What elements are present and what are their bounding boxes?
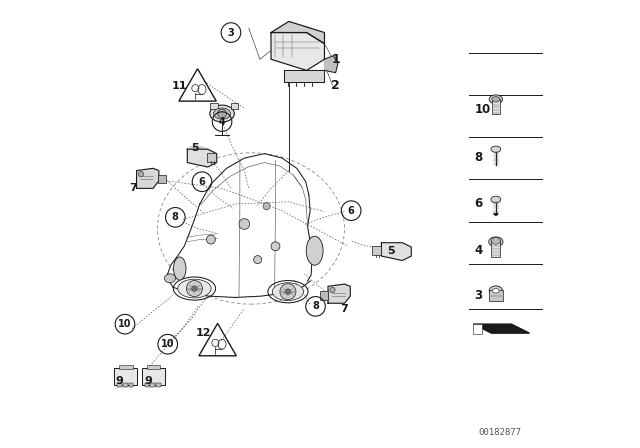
Polygon shape — [271, 22, 324, 44]
FancyBboxPatch shape — [142, 368, 165, 385]
Ellipse shape — [491, 196, 500, 203]
Text: 9: 9 — [145, 376, 152, 386]
Ellipse shape — [164, 274, 175, 283]
FancyBboxPatch shape — [156, 383, 161, 387]
Text: 6: 6 — [348, 206, 355, 215]
Text: 9: 9 — [116, 376, 124, 386]
Text: 8: 8 — [312, 302, 319, 311]
Text: 4: 4 — [474, 244, 483, 257]
FancyBboxPatch shape — [115, 368, 138, 385]
Ellipse shape — [493, 289, 499, 293]
Ellipse shape — [489, 237, 503, 247]
FancyBboxPatch shape — [207, 153, 216, 162]
FancyBboxPatch shape — [145, 383, 150, 387]
FancyBboxPatch shape — [117, 383, 122, 387]
FancyBboxPatch shape — [129, 383, 134, 387]
Text: 3: 3 — [474, 289, 483, 302]
Text: 7: 7 — [340, 304, 348, 314]
FancyBboxPatch shape — [211, 103, 218, 109]
Text: 00182877: 00182877 — [479, 428, 522, 437]
Text: 10: 10 — [161, 339, 175, 349]
Ellipse shape — [210, 105, 234, 122]
Polygon shape — [271, 33, 324, 70]
Ellipse shape — [173, 257, 186, 280]
Text: 5: 5 — [191, 143, 199, 153]
Circle shape — [263, 202, 270, 210]
Text: 8: 8 — [474, 151, 483, 164]
Text: 10: 10 — [474, 103, 491, 116]
Text: 7: 7 — [129, 183, 137, 194]
Circle shape — [138, 172, 144, 177]
Circle shape — [186, 280, 202, 297]
Circle shape — [280, 284, 296, 300]
Circle shape — [330, 287, 335, 293]
Polygon shape — [381, 243, 412, 260]
Polygon shape — [136, 168, 159, 188]
FancyBboxPatch shape — [372, 246, 381, 255]
FancyBboxPatch shape — [492, 99, 500, 114]
FancyBboxPatch shape — [119, 365, 132, 369]
Text: 4: 4 — [219, 116, 225, 127]
Text: 8: 8 — [172, 212, 179, 222]
Polygon shape — [324, 56, 338, 73]
Circle shape — [239, 219, 250, 229]
FancyBboxPatch shape — [230, 103, 238, 109]
FancyBboxPatch shape — [489, 290, 502, 301]
Ellipse shape — [273, 283, 303, 301]
Text: 3: 3 — [228, 28, 234, 38]
Circle shape — [207, 235, 216, 244]
Text: 12: 12 — [196, 328, 211, 338]
FancyBboxPatch shape — [473, 324, 482, 333]
Polygon shape — [284, 70, 324, 82]
FancyBboxPatch shape — [150, 383, 156, 387]
Polygon shape — [328, 284, 350, 303]
Polygon shape — [474, 324, 529, 333]
Polygon shape — [188, 145, 208, 149]
Polygon shape — [493, 214, 498, 215]
Text: 10: 10 — [118, 319, 132, 329]
Text: 6: 6 — [474, 198, 483, 211]
Text: 6: 6 — [198, 177, 205, 187]
Text: 2: 2 — [332, 79, 340, 92]
Circle shape — [271, 242, 280, 251]
Polygon shape — [188, 149, 217, 167]
Ellipse shape — [492, 237, 500, 244]
FancyBboxPatch shape — [123, 383, 127, 387]
Circle shape — [285, 289, 291, 294]
FancyBboxPatch shape — [147, 365, 160, 369]
Ellipse shape — [214, 108, 230, 119]
FancyBboxPatch shape — [321, 291, 328, 300]
Ellipse shape — [178, 279, 211, 298]
Text: 1: 1 — [332, 53, 340, 66]
Text: 5: 5 — [387, 246, 395, 256]
FancyBboxPatch shape — [158, 175, 166, 184]
Ellipse shape — [489, 286, 502, 296]
Ellipse shape — [489, 95, 502, 104]
Text: 11: 11 — [172, 81, 188, 91]
Circle shape — [192, 286, 197, 291]
Ellipse shape — [492, 97, 500, 102]
Ellipse shape — [491, 146, 500, 152]
Ellipse shape — [306, 236, 323, 265]
Circle shape — [253, 256, 262, 263]
FancyBboxPatch shape — [492, 241, 500, 257]
Circle shape — [218, 109, 227, 118]
